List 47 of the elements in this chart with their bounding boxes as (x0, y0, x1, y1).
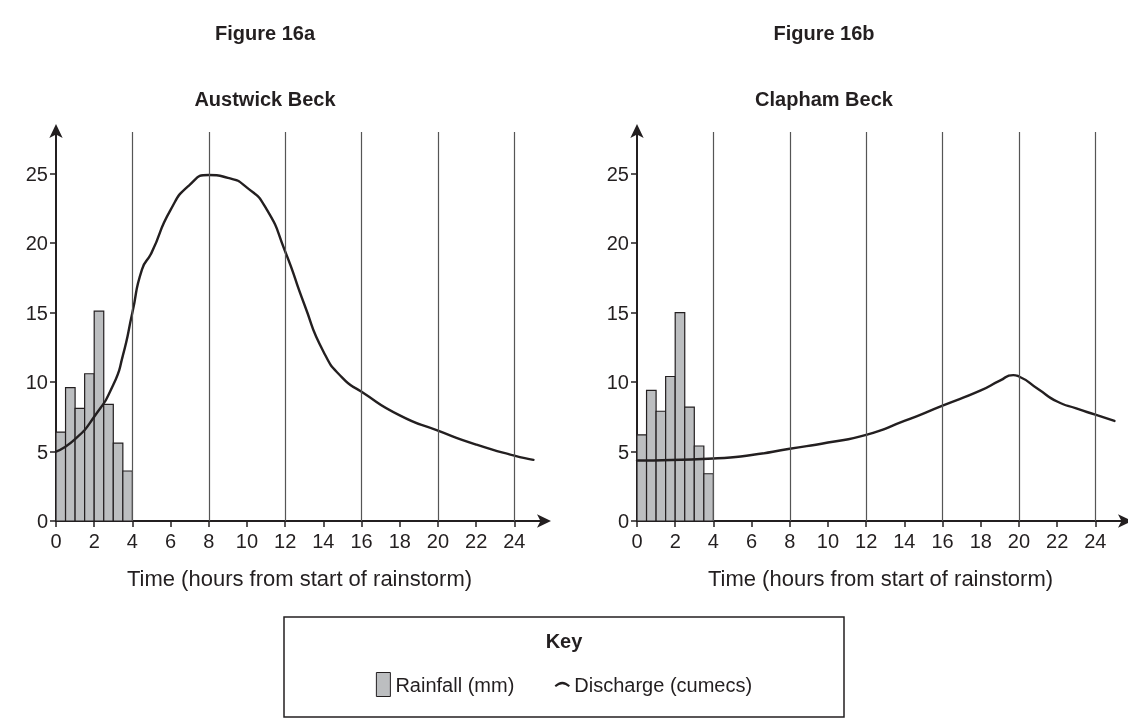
y-tick-label: 15 (606, 301, 629, 324)
x-tick-label: 4 (126, 530, 138, 552)
x-tick-label: 22 (1046, 530, 1069, 552)
x-tick-label: 12 (274, 530, 297, 552)
x-tick-label: 16 (931, 530, 954, 552)
x-axis-title: Time (hours from start of rainstorm) (707, 565, 1054, 591)
y-tick-label: 25 (25, 162, 48, 185)
x-tick-label: 22 (465, 530, 488, 552)
x-tick-label: 16 (350, 530, 373, 552)
chart-subtitle: Clapham Beck (755, 88, 894, 110)
x-tick-label: 0 (50, 530, 62, 552)
x-tick-label: 12 (855, 530, 878, 552)
x-tick-label: 6 (165, 530, 177, 552)
x-tick-label: 24 (1084, 530, 1107, 552)
x-tick-label: 8 (203, 530, 215, 552)
x-tick-label: 0 (631, 530, 643, 552)
y-tick-label: 0 (617, 510, 629, 532)
x-tick-label: 10 (816, 530, 840, 552)
x-tick-label: 4 (707, 530, 719, 552)
x-tick-label: 14 (312, 530, 335, 552)
x-tick-label: 14 (893, 530, 916, 552)
x-tick-label: 10 (235, 530, 259, 552)
y-tick-label: 0 (36, 510, 48, 532)
x-tick-label: 2 (669, 530, 681, 552)
x-axis-title: Time (hours from start of rainstorm) (126, 565, 473, 591)
chart-subtitle: Austwick Beck (194, 88, 337, 110)
legend-title: Key (545, 630, 584, 652)
x-tick-label: 24 (503, 530, 526, 552)
x-tick-label: 2 (88, 530, 100, 552)
y-tick-label: 10 (606, 371, 629, 394)
x-tick-label: 6 (746, 530, 758, 552)
chart-title: Figure 16a (214, 22, 316, 44)
chart-title: Figure 16b (773, 22, 875, 44)
x-tick-label: 18 (388, 530, 411, 552)
legend-label: Rainfall (mm) (395, 673, 515, 696)
y-tick-label: 20 (25, 232, 48, 255)
x-tick-label: 8 (784, 530, 796, 552)
x-tick-label: 20 (426, 530, 450, 552)
legend-label: Discharge (cumecs) (574, 673, 753, 696)
x-tick-label: 18 (969, 530, 992, 552)
y-tick-label: 20 (606, 232, 629, 255)
y-tick-label: 15 (25, 301, 48, 324)
y-tick-label: 10 (25, 371, 48, 394)
x-tick-label: 20 (1007, 530, 1031, 552)
y-tick-label: 5 (36, 440, 48, 463)
y-tick-label: 25 (606, 162, 629, 185)
y-tick-label: 5 (617, 440, 629, 463)
